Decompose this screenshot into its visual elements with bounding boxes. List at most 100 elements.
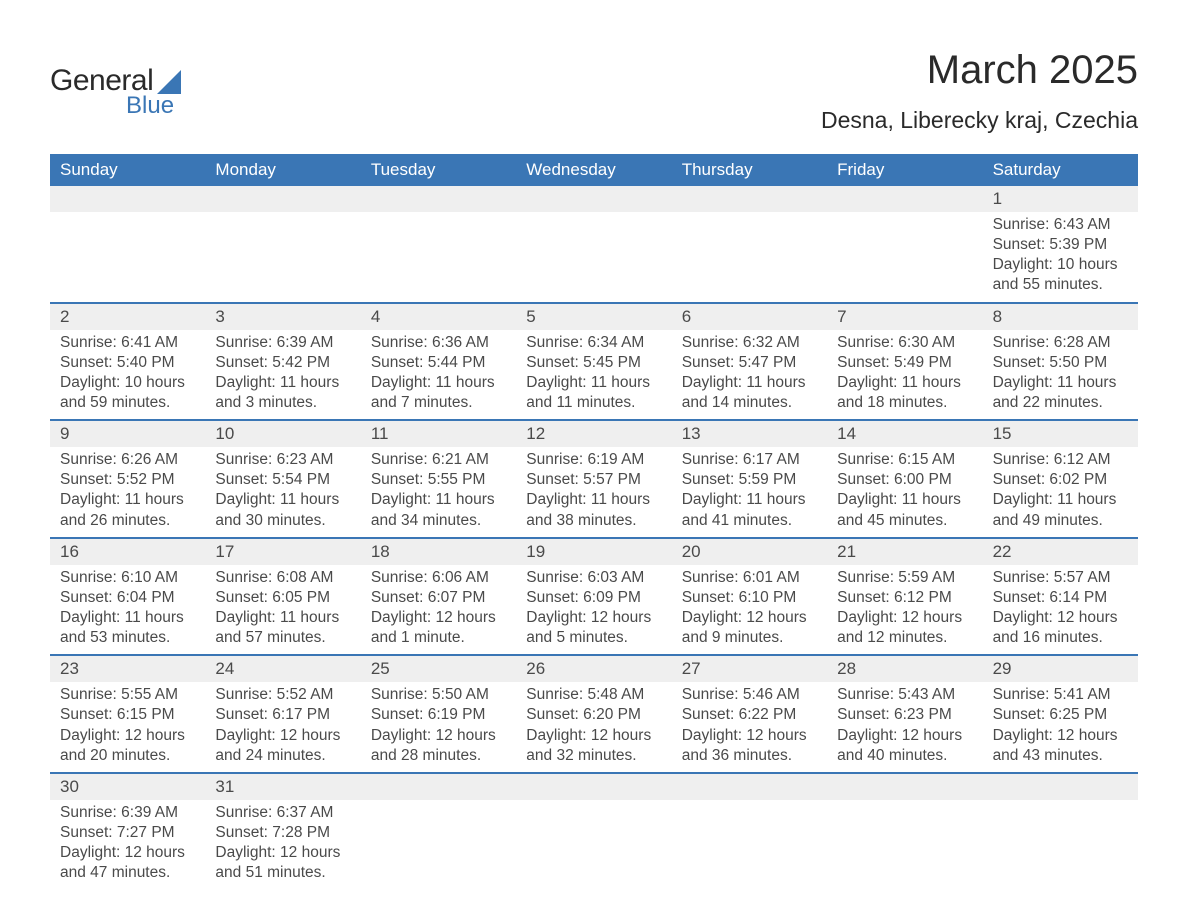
daylight-line1: Daylight: 12 hours bbox=[60, 843, 195, 863]
calendar-week: 9Sunrise: 6:26 AMSunset: 5:52 PMDaylight… bbox=[50, 419, 1138, 537]
calendar-day: 1Sunrise: 6:43 AMSunset: 5:39 PMDaylight… bbox=[983, 186, 1138, 302]
daylight-line1: Daylight: 11 hours bbox=[993, 373, 1128, 393]
calendar-day bbox=[361, 774, 516, 890]
dayname-wednesday: Wednesday bbox=[516, 154, 671, 186]
calendar-day: 28Sunrise: 5:43 AMSunset: 6:23 PMDayligh… bbox=[827, 656, 982, 772]
day-details: Sunrise: 6:36 AMSunset: 5:44 PMDaylight:… bbox=[361, 330, 516, 420]
daylight-line1: Daylight: 11 hours bbox=[60, 490, 195, 510]
daylight-line1: Daylight: 12 hours bbox=[837, 726, 972, 746]
calendar-day: 30Sunrise: 6:39 AMSunset: 7:27 PMDayligh… bbox=[50, 774, 205, 890]
sunset-text: Sunset: 7:27 PM bbox=[60, 823, 195, 843]
daylight-line2: and 38 minutes. bbox=[526, 511, 661, 531]
sunrise-text: Sunrise: 6:37 AM bbox=[215, 803, 350, 823]
sunrise-text: Sunrise: 6:41 AM bbox=[60, 333, 195, 353]
dayname-friday: Friday bbox=[827, 154, 982, 186]
calendar-day: 15Sunrise: 6:12 AMSunset: 6:02 PMDayligh… bbox=[983, 421, 1138, 537]
day-number bbox=[361, 186, 516, 212]
calendar-header-row: SundayMondayTuesdayWednesdayThursdayFrid… bbox=[50, 154, 1138, 186]
day-number: 16 bbox=[50, 539, 205, 565]
calendar-day: 17Sunrise: 6:08 AMSunset: 6:05 PMDayligh… bbox=[205, 539, 360, 655]
daylight-line2: and 22 minutes. bbox=[993, 393, 1128, 413]
day-details: Sunrise: 5:55 AMSunset: 6:15 PMDaylight:… bbox=[50, 682, 205, 772]
daylight-line1: Daylight: 12 hours bbox=[993, 608, 1128, 628]
dayname-monday: Monday bbox=[205, 154, 360, 186]
calendar-day: 5Sunrise: 6:34 AMSunset: 5:45 PMDaylight… bbox=[516, 304, 671, 420]
day-details: Sunrise: 5:50 AMSunset: 6:19 PMDaylight:… bbox=[361, 682, 516, 772]
daylight-line2: and 36 minutes. bbox=[682, 746, 817, 766]
calendar-day: 7Sunrise: 6:30 AMSunset: 5:49 PMDaylight… bbox=[827, 304, 982, 420]
day-details: Sunrise: 6:12 AMSunset: 6:02 PMDaylight:… bbox=[983, 447, 1138, 537]
sunrise-text: Sunrise: 6:36 AM bbox=[371, 333, 506, 353]
daylight-line2: and 41 minutes. bbox=[682, 511, 817, 531]
daylight-line1: Daylight: 11 hours bbox=[215, 490, 350, 510]
title-block: March 2025 Desna, Liberecky kraj, Czechi… bbox=[821, 48, 1138, 134]
day-details: Sunrise: 5:41 AMSunset: 6:25 PMDaylight:… bbox=[983, 682, 1138, 772]
header: General Blue March 2025 Desna, Liberecky… bbox=[50, 48, 1138, 134]
sunrise-text: Sunrise: 6:10 AM bbox=[60, 568, 195, 588]
sunrise-text: Sunrise: 6:17 AM bbox=[682, 450, 817, 470]
daylight-line2: and 34 minutes. bbox=[371, 511, 506, 531]
day-number bbox=[672, 774, 827, 800]
location: Desna, Liberecky kraj, Czechia bbox=[821, 107, 1138, 134]
day-number: 22 bbox=[983, 539, 1138, 565]
calendar-day bbox=[827, 774, 982, 890]
day-details: Sunrise: 5:46 AMSunset: 6:22 PMDaylight:… bbox=[672, 682, 827, 772]
daylight-line1: Daylight: 11 hours bbox=[371, 373, 506, 393]
daylight-line2: and 16 minutes. bbox=[993, 628, 1128, 648]
daylight-line1: Daylight: 12 hours bbox=[215, 726, 350, 746]
day-number: 3 bbox=[205, 304, 360, 330]
dayname-saturday: Saturday bbox=[983, 154, 1138, 186]
sunset-text: Sunset: 6:09 PM bbox=[526, 588, 661, 608]
day-number: 10 bbox=[205, 421, 360, 447]
day-details: Sunrise: 6:03 AMSunset: 6:09 PMDaylight:… bbox=[516, 565, 671, 655]
calendar-day bbox=[983, 774, 1138, 890]
daylight-line1: Daylight: 11 hours bbox=[215, 373, 350, 393]
daylight-line2: and 11 minutes. bbox=[526, 393, 661, 413]
calendar-week: 23Sunrise: 5:55 AMSunset: 6:15 PMDayligh… bbox=[50, 654, 1138, 772]
dayname-tuesday: Tuesday bbox=[361, 154, 516, 186]
day-number: 24 bbox=[205, 656, 360, 682]
calendar-day: 18Sunrise: 6:06 AMSunset: 6:07 PMDayligh… bbox=[361, 539, 516, 655]
daylight-line2: and 24 minutes. bbox=[215, 746, 350, 766]
day-number: 11 bbox=[361, 421, 516, 447]
day-number bbox=[361, 774, 516, 800]
daylight-line2: and 49 minutes. bbox=[993, 511, 1128, 531]
calendar-week: 2Sunrise: 6:41 AMSunset: 5:40 PMDaylight… bbox=[50, 302, 1138, 420]
sunset-text: Sunset: 6:23 PM bbox=[837, 705, 972, 725]
day-number: 20 bbox=[672, 539, 827, 565]
day-details: Sunrise: 6:21 AMSunset: 5:55 PMDaylight:… bbox=[361, 447, 516, 537]
day-details: Sunrise: 6:30 AMSunset: 5:49 PMDaylight:… bbox=[827, 330, 982, 420]
sunrise-text: Sunrise: 5:46 AM bbox=[682, 685, 817, 705]
day-details: Sunrise: 5:52 AMSunset: 6:17 PMDaylight:… bbox=[205, 682, 360, 772]
calendar-day: 20Sunrise: 6:01 AMSunset: 6:10 PMDayligh… bbox=[672, 539, 827, 655]
day-number: 7 bbox=[827, 304, 982, 330]
calendar-day: 26Sunrise: 5:48 AMSunset: 6:20 PMDayligh… bbox=[516, 656, 671, 772]
daylight-line2: and 53 minutes. bbox=[60, 628, 195, 648]
daylight-line2: and 57 minutes. bbox=[215, 628, 350, 648]
day-details: Sunrise: 6:15 AMSunset: 6:00 PMDaylight:… bbox=[827, 447, 982, 537]
sunset-text: Sunset: 6:15 PM bbox=[60, 705, 195, 725]
sunset-text: Sunset: 5:45 PM bbox=[526, 353, 661, 373]
day-number bbox=[827, 774, 982, 800]
sunset-text: Sunset: 5:55 PM bbox=[371, 470, 506, 490]
calendar-day: 21Sunrise: 5:59 AMSunset: 6:12 PMDayligh… bbox=[827, 539, 982, 655]
sunrise-text: Sunrise: 6:43 AM bbox=[993, 215, 1128, 235]
daylight-line2: and 14 minutes. bbox=[682, 393, 817, 413]
daylight-line2: and 7 minutes. bbox=[371, 393, 506, 413]
day-number bbox=[983, 774, 1138, 800]
day-number bbox=[516, 186, 671, 212]
sunset-text: Sunset: 5:44 PM bbox=[371, 353, 506, 373]
sunset-text: Sunset: 5:47 PM bbox=[682, 353, 817, 373]
day-number: 29 bbox=[983, 656, 1138, 682]
day-details: Sunrise: 6:39 AMSunset: 5:42 PMDaylight:… bbox=[205, 330, 360, 420]
day-details: Sunrise: 6:32 AMSunset: 5:47 PMDaylight:… bbox=[672, 330, 827, 420]
sunrise-text: Sunrise: 5:50 AM bbox=[371, 685, 506, 705]
day-number: 13 bbox=[672, 421, 827, 447]
daylight-line1: Daylight: 10 hours bbox=[993, 255, 1128, 275]
calendar-day: 4Sunrise: 6:36 AMSunset: 5:44 PMDaylight… bbox=[361, 304, 516, 420]
calendar-day: 8Sunrise: 6:28 AMSunset: 5:50 PMDaylight… bbox=[983, 304, 1138, 420]
daylight-line2: and 5 minutes. bbox=[526, 628, 661, 648]
calendar-day: 19Sunrise: 6:03 AMSunset: 6:09 PMDayligh… bbox=[516, 539, 671, 655]
daylight-line1: Daylight: 12 hours bbox=[371, 608, 506, 628]
sunrise-text: Sunrise: 6:06 AM bbox=[371, 568, 506, 588]
